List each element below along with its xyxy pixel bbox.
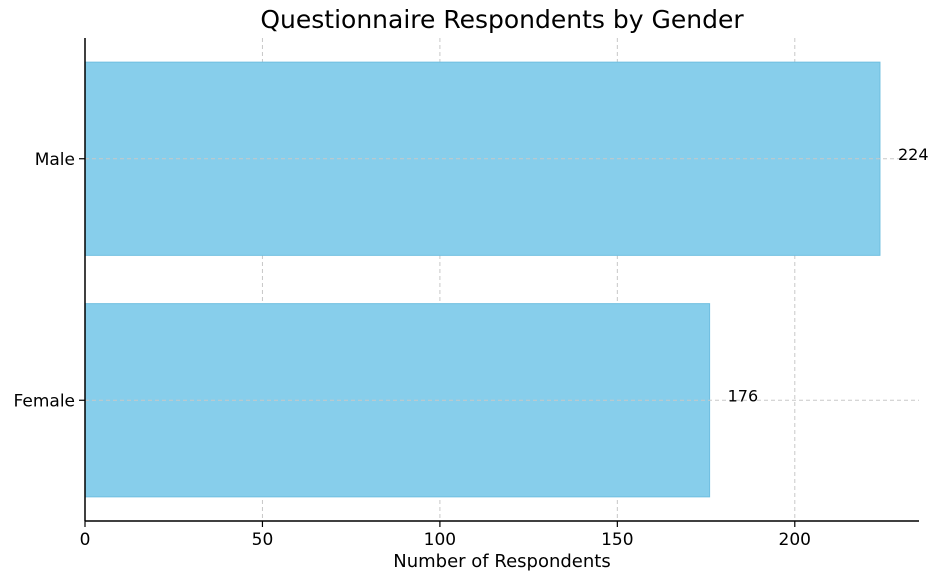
data-label-female: 176 [728,386,759,405]
y-tick-label-female: Female [14,391,75,411]
ticks-layer: 0 50 100 150 200 Male Female [14,150,811,550]
x-tick-label-0: 0 [80,530,91,550]
y-tick-label-male: Male [35,150,75,170]
chart-title: Questionnaire Respondents by Gender [260,5,744,34]
grid-overlay-layer [85,158,919,401]
bar-male [84,61,881,256]
x-tick-label-200: 200 [779,530,811,550]
x-tick-label-150: 150 [601,530,633,550]
bars-layer [84,61,881,498]
x-tick-label-100: 100 [424,530,456,550]
data-labels-layer: 224 176 [728,145,929,406]
data-label-male: 224 [898,145,929,164]
axes-layer [84,38,919,522]
x-tick-label-50: 50 [252,530,274,550]
x-axis-title: Number of Respondents [393,551,610,572]
